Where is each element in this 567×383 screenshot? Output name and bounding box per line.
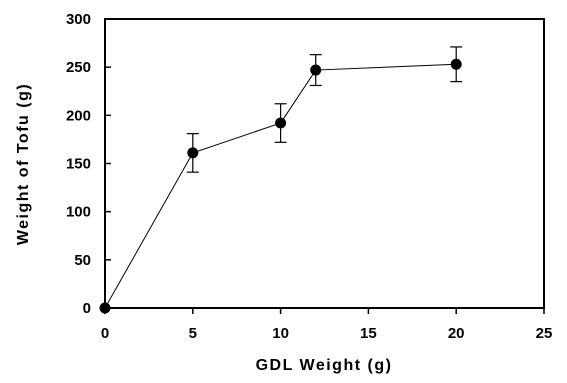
y-tick-label: 0 bbox=[83, 300, 91, 317]
y-tick-label: 200 bbox=[66, 107, 91, 124]
y-tick-label: 300 bbox=[66, 11, 91, 28]
y-tick-label: 150 bbox=[66, 156, 91, 173]
data-point bbox=[99, 302, 111, 314]
data-point bbox=[187, 147, 199, 159]
x-tick-label: 5 bbox=[189, 325, 197, 342]
data-point bbox=[310, 64, 322, 76]
x-tick-label: 15 bbox=[360, 325, 377, 342]
plot-area-frame bbox=[104, 18, 545, 309]
data-series bbox=[99, 46, 463, 314]
x-tick-label: 20 bbox=[448, 325, 465, 342]
x-axis-label: GDL Weight (g) bbox=[256, 357, 393, 374]
y-tick-label: 250 bbox=[66, 59, 91, 76]
x-tick-label: 0 bbox=[101, 325, 109, 342]
x-tick-label: 10 bbox=[272, 325, 289, 342]
y-axis-label: Weight of Tofu (g) bbox=[15, 83, 32, 245]
series-line bbox=[104, 63, 457, 309]
data-point bbox=[450, 58, 462, 70]
y-tick-label: 100 bbox=[66, 204, 91, 221]
x-tick-label: 25 bbox=[536, 325, 553, 342]
x-axis-ticks: 0 5 10 15 20 25 bbox=[101, 308, 553, 342]
y-axis-ticks: 0 50 100 150 200 250 300 bbox=[66, 11, 111, 317]
y-tick-label: 50 bbox=[74, 252, 91, 269]
data-point bbox=[275, 117, 287, 129]
